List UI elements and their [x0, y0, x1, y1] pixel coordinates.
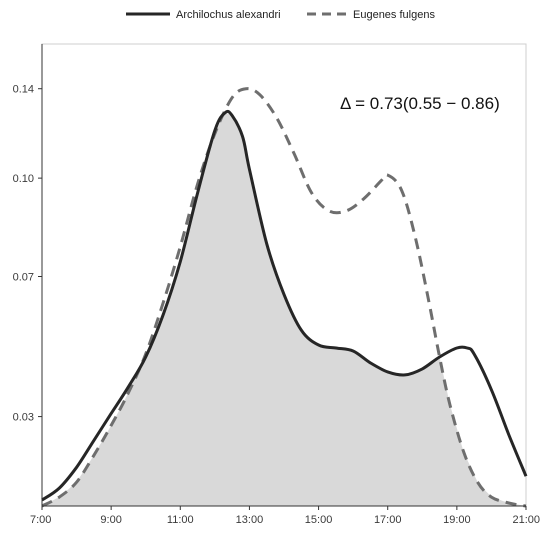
x-tick-label: 15:00 [305, 514, 333, 526]
y-tick-label: 0.07 [13, 271, 34, 283]
x-tick-label: 13:00 [236, 514, 264, 526]
x-tick-label: 11:00 [167, 514, 194, 526]
legend-label-archilochus-alexandri: Archilochus alexandri [176, 9, 281, 21]
overlap-annotation: Δ = 0.73(0.55 − 0.86) [340, 94, 500, 113]
y-tick-label: 0.10 [13, 173, 34, 185]
y-tick-label: 0.03 [13, 412, 34, 424]
overlap-area [42, 112, 526, 506]
x-axis: 7:00 9:00 11:00 13:00 15:00 17:00 19:00 21:00 [30, 505, 540, 526]
x-tick-label: 9:00 [100, 514, 121, 526]
series-line-archilochus-alexandri [41, 109, 528, 502]
y-axis: 0.03 0.07 0.10 0.14 [13, 44, 43, 506]
x-tick-label: 21:00 [512, 514, 540, 526]
legend-label-eugenes-fulgens: Eugenes fulgens [353, 9, 435, 21]
legend: Archilochus alexandri Eugenes fulgens [126, 9, 435, 21]
x-tick-label: 7:00 [30, 514, 51, 526]
x-tick-label: 17:00 [374, 514, 402, 526]
y-tick-label: 0.14 [13, 84, 34, 96]
x-tick-label: 19:00 [443, 514, 471, 526]
series-line-eugenes-fulgens [41, 87, 527, 508]
series-lines [41, 87, 528, 508]
